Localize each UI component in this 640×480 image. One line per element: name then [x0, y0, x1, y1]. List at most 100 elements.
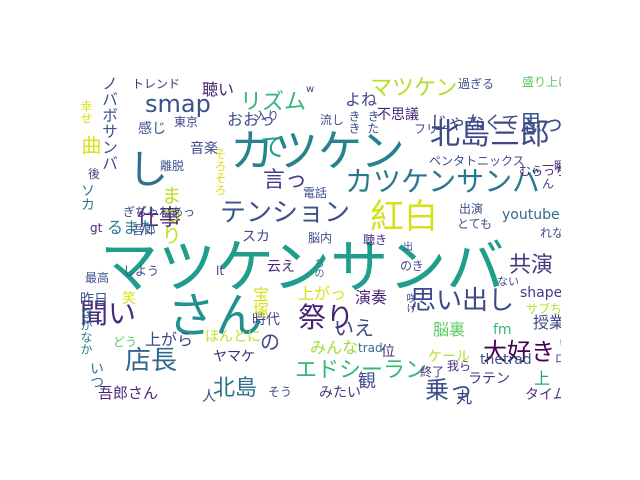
cloud-word: テンション: [220, 198, 351, 228]
cloud-word: ラテン: [468, 371, 510, 387]
cloud-word: カツケンサンバ: [345, 165, 541, 198]
cloud-word: ちの: [312, 258, 323, 278]
cloud-word: なかなか: [80, 307, 93, 355]
cloud-word: 上がら: [145, 330, 194, 349]
cloud-word: 入り: [255, 109, 280, 123]
cloud-word: 仕事: [137, 206, 182, 231]
cloud-word: 後: [88, 167, 101, 181]
cloud-word: れな: [540, 226, 561, 240]
cloud-word: よね: [345, 90, 378, 109]
cloud-word: 聴い: [202, 80, 235, 99]
cloud-word: いつ: [88, 361, 104, 389]
cloud-word: みたい: [319, 385, 361, 401]
cloud-word: 宝塚: [250, 286, 269, 318]
cloud-word: 音楽: [190, 141, 218, 157]
cloud-word: 聞い: [80, 297, 137, 330]
cloud-word: 北島: [213, 376, 258, 401]
cloud-word: 共演: [509, 253, 554, 278]
cloud-word: ぎぢゃねあっ: [123, 205, 196, 219]
cloud-word: shape: [520, 285, 561, 301]
cloud-word: て: [260, 133, 287, 163]
cloud-word: じゃなくて: [430, 113, 520, 134]
cloud-word: のき: [400, 259, 424, 273]
cloud-word: さん: [167, 288, 264, 344]
cloud-word: しよう: [123, 264, 160, 278]
cloud-word: ヤマケ: [213, 349, 255, 365]
cloud-word: 我ら: [447, 359, 472, 373]
cloud-word: ペンタトニックス: [429, 154, 525, 168]
cloud-word: 出: [403, 242, 413, 253]
cloud-word: 電話: [303, 186, 328, 200]
cloud-word: スカ: [242, 229, 270, 245]
cloud-word: ノバボサンバ: [99, 75, 118, 171]
cloud-word: 吾郎さん: [98, 384, 159, 402]
cloud-word: 昨日: [80, 292, 108, 308]
cloud-word: の: [260, 330, 280, 354]
cloud-word: 紅白: [370, 197, 438, 237]
cloud-word: カツケン: [230, 126, 405, 177]
cloud-word: リズム: [240, 90, 307, 115]
cloud-word: 上がっ: [298, 284, 347, 303]
cloud-word: 店長: [125, 346, 178, 376]
cloud-word: いえ: [334, 316, 374, 340]
cloud-word: ない: [497, 275, 519, 288]
cloud-word: 大好き: [483, 338, 555, 366]
cloud-word: きた: [366, 110, 380, 134]
cloud-word: 観: [358, 371, 376, 392]
cloud-word: そう: [268, 385, 293, 399]
cloud-word: youtube: [502, 207, 560, 223]
cloud-word: 終了: [420, 365, 445, 379]
cloud-word: とても: [457, 217, 493, 231]
cloud-word: タイム: [525, 387, 561, 403]
cloud-word: みんな: [310, 338, 359, 357]
cloud-word: 感じ: [138, 121, 166, 137]
cloud-word: 一瞬: [542, 159, 561, 173]
cloud-word: い: [559, 338, 561, 350]
cloud-word: るまた: [107, 218, 156, 237]
cloud-word: 脳裏: [433, 320, 466, 339]
cloud-word: し: [128, 147, 168, 193]
cloud-word: ケール: [428, 349, 470, 365]
cloud-word: lt: [216, 264, 225, 278]
cloud-word: フリー: [414, 122, 451, 136]
cloud-word: 過ぎる: [458, 77, 495, 91]
cloud-word: ソカ: [80, 183, 95, 211]
cloud-word: きき: [347, 110, 361, 134]
cloud-word: トレンド: [132, 77, 181, 91]
cloud-word: 東京: [174, 115, 199, 129]
cloud-word: 最高: [85, 271, 110, 285]
cloud-word: エドシーラン: [295, 358, 428, 383]
cloud-word: ロ: [553, 352, 561, 364]
cloud-word: 聴き: [363, 233, 388, 247]
cloud-word: thetrad: [480, 352, 532, 368]
cloud-word: gt: [90, 221, 103, 235]
cloud-word: 授業: [533, 313, 561, 332]
cloud-word: 思い出し: [410, 286, 515, 316]
cloud-word: fm: [493, 322, 512, 338]
cloud-word: 出演: [459, 202, 484, 216]
cloud-word: マツケン: [370, 76, 458, 101]
cloud-word: 不思議: [377, 107, 419, 123]
cloud-word: 位: [381, 344, 395, 360]
cloud-word: おおっ: [227, 110, 276, 129]
cloud-word: 人: [202, 389, 216, 405]
cloud-word: 離脱: [160, 159, 185, 173]
word-cloud: マツケンサンバ さん カツケン 北島三郎 紅白 し カツケンサンバ テンション 思い出し 祭り 聞い…: [80, 60, 561, 410]
cloud-word: どう: [113, 335, 138, 349]
cloud-word: 流し: [320, 113, 345, 127]
cloud-word: w: [306, 84, 315, 95]
cloud-word: 盛り上げ: [522, 75, 561, 89]
cloud-word: むらっち: [519, 164, 561, 178]
cloud-word: まつり: [158, 185, 182, 245]
cloud-word: 咲け: [404, 293, 415, 313]
cloud-word: 曲: [80, 135, 102, 155]
cloud-word: 幸せ: [80, 100, 93, 124]
cloud-word: 思っ: [520, 112, 561, 137]
cloud-word: trad: [358, 341, 383, 355]
cloud-word: 乗っ: [425, 376, 473, 404]
cloud-word: ん: [542, 177, 555, 191]
cloud-word: 演奏: [355, 288, 388, 307]
cloud-word: 上: [534, 369, 551, 388]
cloud-word: そろそろ: [213, 148, 227, 196]
cloud-word: 北島三郎: [430, 117, 550, 152]
